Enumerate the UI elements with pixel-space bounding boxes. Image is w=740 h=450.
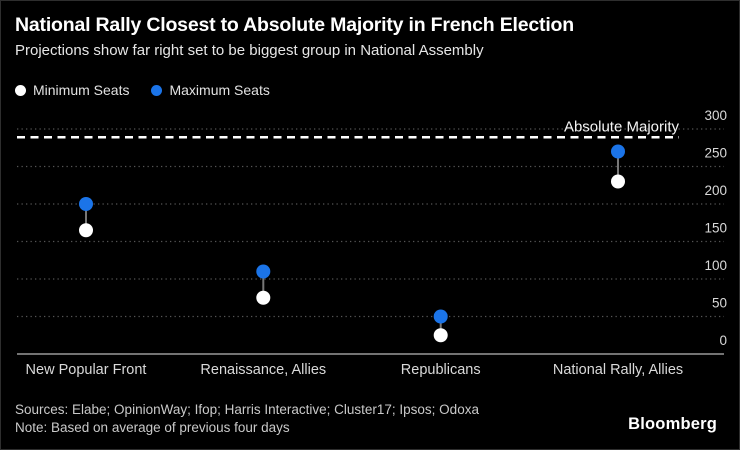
category-label-0: New Popular Front — [26, 362, 147, 378]
category-label-1: Renaissance, Allies — [200, 362, 326, 378]
absolute-majority-annotation: Absolute Majority — [564, 118, 680, 135]
chart-title: National Rally Closest to Absolute Major… — [15, 14, 574, 36]
category-label-2: Republicans — [401, 362, 481, 378]
minimum-seats-dot-icon — [15, 84, 26, 96]
min-seats-dot-1 — [256, 290, 271, 305]
y-tick-label-50: 50 — [712, 296, 727, 311]
min-seats-dot-3 — [611, 174, 625, 189]
maximum-seats-dot-icon — [151, 84, 163, 96]
chart-subtitle: Projections show far right set to be big… — [15, 42, 484, 59]
min-seats-dot-0 — [79, 223, 93, 238]
y-tick-label-300: 300 — [704, 108, 727, 123]
chart-legend: Minimum Seats Maximum Seats — [15, 82, 270, 98]
legend-label-minimum-seats: Minimum Seats — [33, 82, 130, 98]
legend-item-maximum-seats: Maximum Seats — [151, 82, 270, 98]
note-text: Note: Based on average of previous four … — [15, 420, 290, 435]
category-label-3: National Rally, Allies — [553, 362, 683, 378]
legend-item-minimum-seats: Minimum Seats — [15, 82, 129, 98]
max-seats-dot-2 — [433, 309, 448, 324]
max-seats-dot-1 — [256, 264, 271, 279]
sources-text: Sources: Elabe; OpinionWay; Ifop; Harris… — [15, 402, 479, 417]
y-tick-label-250: 250 — [704, 146, 727, 161]
max-seats-dot-0 — [79, 197, 93, 211]
legend-label-maximum-seats: Maximum Seats — [169, 82, 270, 98]
max-seats-dot-3 — [611, 144, 625, 159]
min-seats-dot-2 — [433, 328, 448, 343]
y-tick-label-100: 100 — [704, 258, 727, 273]
y-tick-label-150: 150 — [704, 221, 727, 236]
bloomberg-logo: Bloomberg — [628, 415, 717, 433]
y-tick-label-0: 0 — [719, 333, 727, 348]
y-tick-label-200: 200 — [704, 183, 727, 198]
